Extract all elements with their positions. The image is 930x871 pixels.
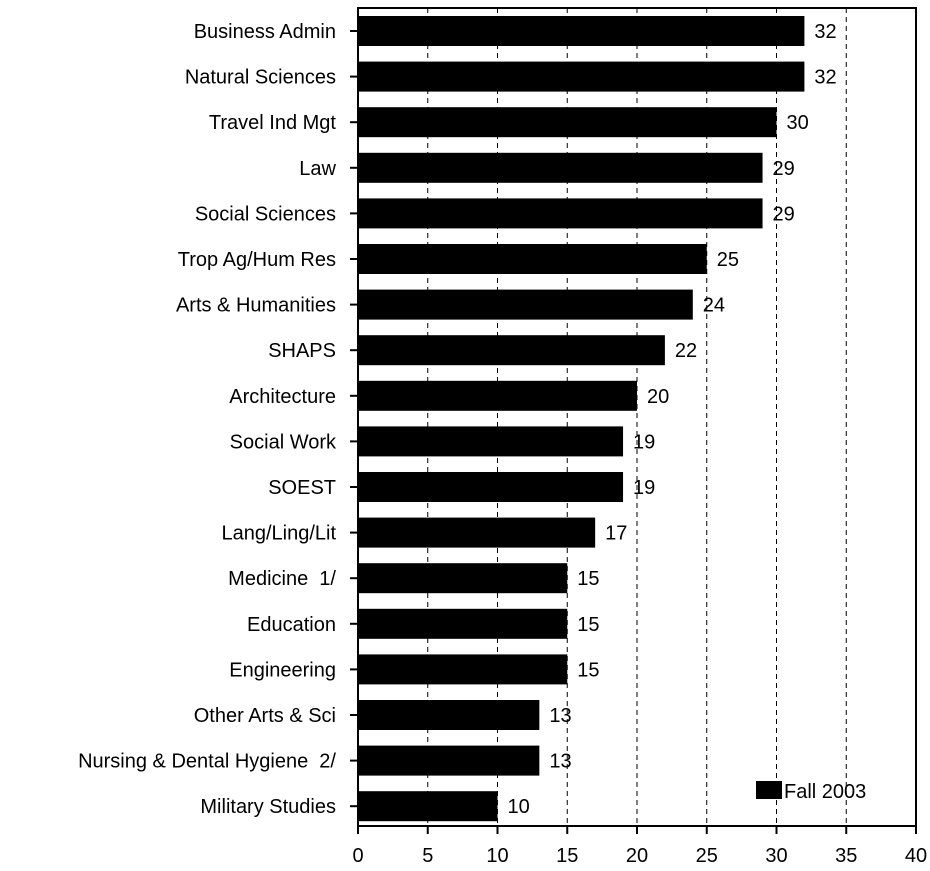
x-tick-label: 15 — [556, 845, 578, 867]
value-label: 25 — [717, 249, 739, 271]
bar — [358, 472, 624, 502]
value-label: 19 — [633, 477, 655, 499]
x-axis: 0 5 10 15 20 25 30 35 40 — [352, 826, 927, 867]
value-label: 30 — [787, 112, 809, 134]
category-label: Trop Ag/Hum Res — [178, 249, 336, 271]
category-label: Education — [247, 614, 336, 636]
bar — [358, 791, 498, 822]
bar — [358, 289, 693, 320]
bar — [358, 654, 568, 685]
value-label: 24 — [703, 295, 725, 317]
bar — [358, 608, 568, 639]
category-labels: Business Admin Natural Sciences Travel Ind… — [78, 21, 358, 818]
value-label: 29 — [773, 203, 795, 225]
bar — [358, 517, 596, 548]
x-tick-label: 30 — [765, 845, 787, 867]
category-label: Arts & Humanities — [176, 295, 336, 317]
value-label: 32 — [814, 21, 836, 43]
category-label: SHAPS — [268, 340, 336, 362]
category-label: Other Arts & Sci — [194, 705, 336, 727]
category-label: Military Studies — [200, 796, 336, 818]
value-label: 20 — [647, 386, 669, 408]
category-label: Architecture — [229, 386, 336, 408]
category-label: Nursing & Dental Hygiene 2/ — [78, 751, 336, 773]
x-tick-label: 5 — [422, 845, 433, 867]
value-label: 19 — [633, 431, 655, 453]
category-label: Law — [299, 158, 336, 180]
bar — [358, 198, 763, 229]
bar — [358, 335, 665, 366]
category-label: Travel Ind Mgt — [209, 112, 337, 134]
value-label: 13 — [549, 705, 571, 727]
x-tick-label: 25 — [696, 845, 718, 867]
value-label: 29 — [773, 158, 795, 180]
gridlines — [427, 8, 847, 826]
value-labels: 32 32 30 29 29 25 24 22 20 19 19 17 15 15 15 13 13 10 — [508, 21, 837, 818]
bar — [358, 380, 637, 411]
legend-swatch — [756, 781, 782, 799]
category-label: Natural Sciences — [185, 67, 336, 89]
value-label: 32 — [814, 67, 836, 89]
x-tick-label: 10 — [486, 845, 508, 867]
bar — [358, 16, 805, 46]
value-label: 17 — [605, 523, 627, 545]
x-tick-label: 35 — [835, 845, 857, 867]
plot-area-frame — [357, 7, 917, 827]
category-label: SOEST — [268, 477, 336, 499]
legend: Fall 2003 — [756, 781, 866, 803]
bar — [358, 700, 540, 730]
category-label: Lang/Ling/Lit — [221, 523, 336, 545]
value-label: 10 — [508, 796, 530, 818]
bar — [358, 745, 540, 776]
x-tick-label: 20 — [626, 845, 648, 867]
bar — [358, 426, 624, 457]
value-label: 13 — [549, 751, 571, 773]
bar — [358, 152, 763, 183]
bar — [358, 244, 707, 274]
bars — [358, 16, 805, 822]
category-label: Medicine 1/ — [228, 568, 336, 590]
x-tick-label: 0 — [352, 845, 363, 867]
bar — [358, 61, 805, 92]
bar — [358, 107, 777, 138]
bar — [358, 563, 568, 594]
value-label: 15 — [577, 659, 599, 681]
value-label: 22 — [675, 340, 697, 362]
legend-label: Fall 2003 — [784, 781, 866, 803]
category-label: Engineering — [229, 659, 336, 681]
category-label: Social Sciences — [195, 203, 336, 225]
value-label: 15 — [577, 614, 599, 636]
value-label: 15 — [577, 568, 599, 590]
x-tick-label: 40 — [905, 845, 927, 867]
category-label: Business Admin — [194, 21, 336, 43]
category-label: Social Work — [230, 431, 337, 453]
